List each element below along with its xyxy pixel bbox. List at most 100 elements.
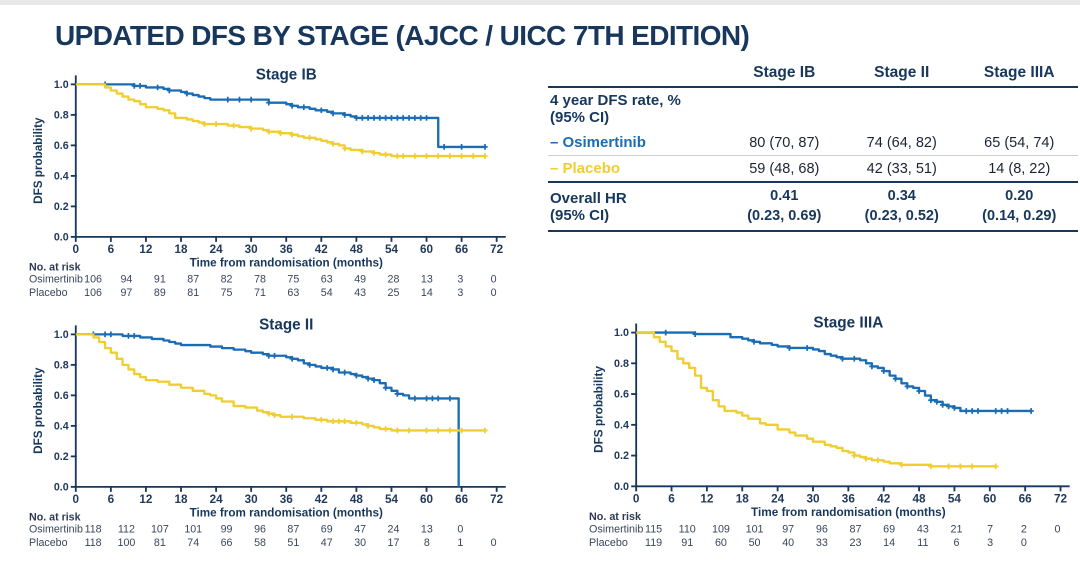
osimertinib-censor-mark (306, 362, 313, 368)
placebo-censor-mark (382, 151, 389, 158)
risk-count: 0 (491, 287, 497, 299)
placebo-censor-mark (306, 134, 313, 141)
osimertinib-censor-mark (289, 355, 295, 362)
placebo-censor-mark (342, 145, 348, 152)
x-tick-label: 6 (108, 243, 115, 256)
risk-count: 78 (254, 274, 266, 286)
risk-count: 60 (715, 537, 727, 549)
risk-count: 23 (850, 537, 862, 549)
osimertinib-censor-mark (939, 401, 946, 408)
osimertinib-censor-mark (330, 110, 336, 117)
osimertinib-row: – Osimertinib 80 (70, 87) 74 (64, 82) 65… (548, 130, 1078, 156)
placebo-censor-mark (266, 128, 272, 135)
risk-count: 13 (421, 274, 433, 286)
placebo-censor-mark (330, 418, 336, 425)
placebo-censor-mark (201, 121, 208, 127)
osimertinib-censor-mark (692, 331, 698, 337)
risk-count: 71 (254, 287, 266, 299)
osimertinib-censor-mark (1004, 408, 1011, 414)
osimertinib-censor-mark (904, 383, 910, 390)
y-tick-label: 1.0 (54, 79, 69, 91)
x-tick-label: 0 (73, 493, 80, 506)
risk-count: 106 (84, 287, 102, 299)
y-tick-label: 0.2 (54, 201, 69, 213)
x-tick-label: 60 (420, 243, 434, 256)
osimertinib-censor-mark (266, 352, 272, 359)
risk-count: 17 (388, 537, 400, 549)
osimertinib-row-label: – Osimertinib (548, 130, 726, 156)
placebo-censor-mark (482, 427, 488, 434)
osimertinib-censor-mark (975, 408, 981, 414)
y-axis-label: DFS probability (32, 117, 45, 204)
y-axis-label: DFS probability (592, 366, 605, 453)
placebo-censor-mark (957, 463, 964, 470)
x-tick-label: 48 (350, 493, 364, 506)
x-axis-label: Time from randomisation (months) (190, 506, 383, 519)
km-chart-stage-ii-svg: Stage II DFS probability 0.0 0.2 0.4 0.6 0.8 1.… (29, 316, 506, 549)
osimertinib-censor-mark (804, 345, 810, 351)
osimertinib-ib-value: 80 (70, 87) (725, 130, 844, 156)
header-empty-cell (548, 60, 726, 88)
risk-count: 91 (154, 274, 166, 286)
placebo-ii-value: 42 (33, 51) (843, 155, 961, 183)
risk-count: 40 (782, 537, 794, 549)
risk-count: 75 (287, 274, 299, 286)
osimertinib-censor-mark (394, 115, 400, 121)
placebo-censor-mark (277, 130, 283, 137)
dfs-rate-ib (726, 87, 843, 130)
osimertinib-censor-mark (916, 388, 922, 394)
placebo-censor-mark (458, 427, 465, 434)
risk-row-label: Placebo (29, 537, 68, 549)
risk-count: 3 (457, 287, 463, 299)
osimertinib-censor-mark (108, 331, 114, 338)
y-tick-label: 1.0 (614, 327, 629, 339)
chart-title: Stage IIIA (813, 314, 883, 331)
risk-count: 110 (679, 523, 696, 535)
placebo-censor-mark (266, 410, 272, 417)
x-tick-label: 30 (245, 493, 259, 506)
x-tick-label: 36 (280, 493, 294, 506)
osimertinib-censor-mark (184, 90, 190, 97)
risk-count: 96 (254, 524, 266, 536)
osimertinib-censor-mark (969, 408, 975, 414)
x-tick-label: 72 (1054, 493, 1068, 506)
risk-count: 47 (354, 524, 366, 536)
dfs-rate-row: 4 year DFS rate, % (95% CI) (548, 87, 1078, 130)
osimertinib-censor-mark (236, 96, 243, 103)
risk-count: 119 (645, 537, 662, 549)
risk-row-label: Osimertinib (29, 524, 83, 536)
placebo-censor-mark (406, 427, 412, 434)
risk-count: 25 (388, 287, 400, 299)
osimertinib-censor-mark (330, 366, 336, 373)
risk-count: 66 (221, 537, 233, 549)
osimertinib-censor-mark (266, 99, 272, 106)
y-tick-label: 0.2 (614, 450, 629, 462)
risk-count: 118 (85, 537, 102, 549)
osimertinib-censor-mark (482, 144, 488, 150)
risk-count: 69 (321, 524, 333, 536)
osimertinib-censor-mark (400, 115, 406, 121)
risk-count: 0 (1021, 537, 1027, 549)
risk-count: 99 (221, 524, 233, 536)
risk-count: 33 (816, 537, 828, 549)
risk-count: 58 (254, 537, 266, 549)
x-tick-label: 60 (420, 493, 434, 506)
risk-count: 100 (118, 537, 136, 549)
risk-row-label: Osimertinib (589, 523, 643, 535)
osimertinib-censor-mark (382, 384, 389, 391)
risk-count: 0 (1054, 523, 1060, 535)
risk-count: 87 (287, 524, 299, 536)
risk-count: 28 (388, 274, 400, 286)
osimertinib-censor-mark (406, 115, 412, 121)
y-tick-label: 0.6 (54, 390, 69, 402)
summary-header-row: Stage IB Stage II Stage IIIA (548, 60, 1078, 88)
osimertinib-censor-mark (365, 115, 371, 121)
x-tick-label: 30 (806, 493, 820, 506)
x-tick-label: 54 (385, 493, 399, 506)
risk-count: 54 (321, 287, 333, 299)
osimertinib-censor-mark (869, 363, 875, 370)
placebo-censor-mark (400, 153, 406, 159)
y-tick-label: 0.6 (614, 389, 629, 401)
x-tick-label: 42 (877, 493, 891, 506)
osimertinib-censor-mark (412, 395, 418, 402)
